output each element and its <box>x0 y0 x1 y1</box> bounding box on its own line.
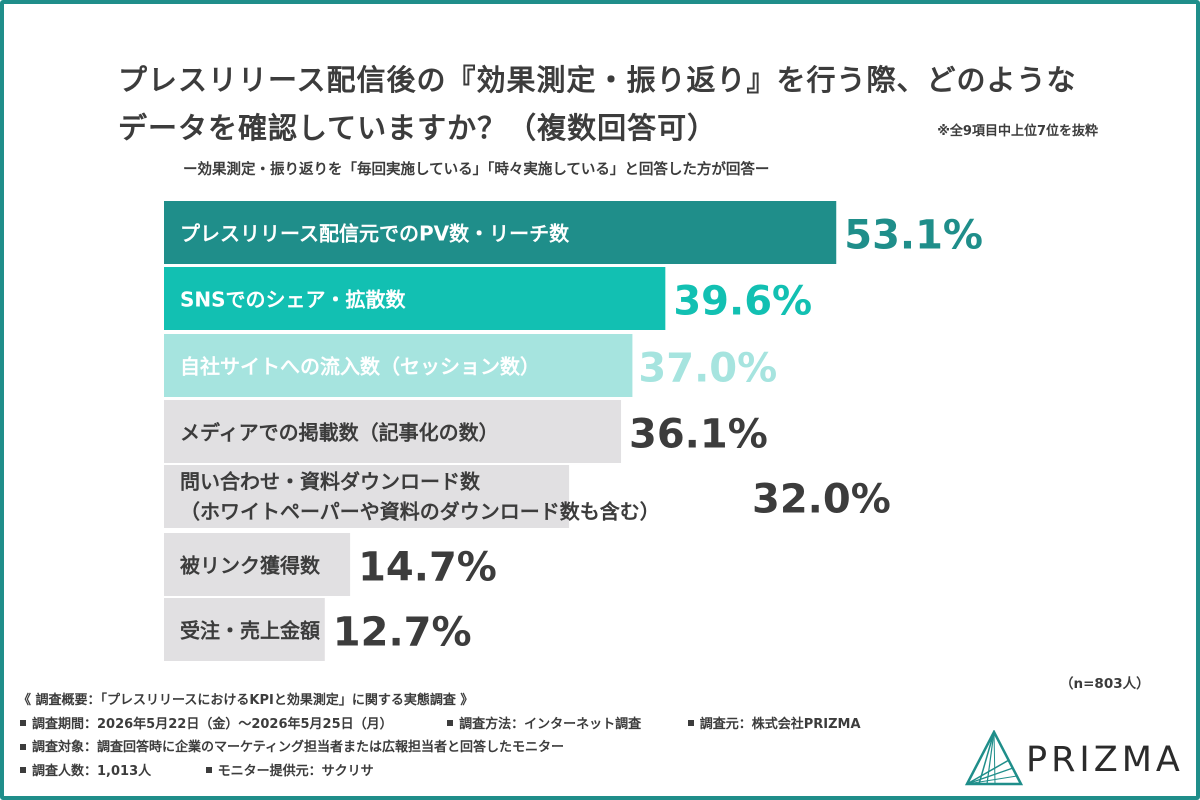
bar-category-label: 自社サイトへの流入数（セッション数） <box>180 355 540 379</box>
bar-value-label: 53.1% <box>844 213 983 259</box>
survey-count: 調査人数：1,013人 <box>32 763 152 779</box>
bar-value-label: 36.1% <box>629 412 768 458</box>
bar-value-label: 14.7% <box>358 545 497 591</box>
chart-title: プレスリリース配信後の『効果測定・振り返り』を行う際、どのような データを確認し… <box>118 56 1118 152</box>
bar-value-label: 32.0% <box>752 477 891 523</box>
survey-source: 調査元：株式会社PRIZMA <box>699 716 861 732</box>
bar <box>164 267 666 330</box>
bullet-icon <box>20 743 26 750</box>
survey-overview: 《 調査概要：「プレスリリースにおけるKPIと効果測定」に関する実態調査 》 <box>18 693 474 708</box>
bullet-icon <box>20 720 26 726</box>
bar-group: 被リンク獲得数 14.7% <box>164 533 497 596</box>
survey-summary: 《 調査概要：「プレスリリースにおけるKPIと効果測定」に関する実態調査 》 調… <box>18 689 861 783</box>
bar <box>164 465 570 528</box>
prizma-prism-icon <box>965 730 1023 786</box>
bar-value-label: 12.7% <box>333 610 472 656</box>
bullet-icon <box>20 767 26 773</box>
bar-group: プレスリリース配信元でのPV数・リーチ数 53.1% <box>164 201 983 264</box>
survey-provider: モニター提供元：サクリサ <box>217 763 374 779</box>
bar-category-label: 受注・売上金額 <box>180 619 320 643</box>
bar <box>164 201 837 264</box>
bar-value-label: 37.0% <box>638 346 777 392</box>
bar-category-label: プレスリリース配信元でのPV数・リーチ数 <box>180 222 570 246</box>
bar-group: メディアでの掲載数（記事化の数） 36.1% <box>164 400 768 463</box>
bullet-icon <box>447 720 454 726</box>
chart-subtitle: ー効果測定・振り返りを「毎回実施している」「時々実施している」と回答した方が回答… <box>183 162 770 178</box>
bar-category-label: 被リンク獲得数 <box>180 554 321 578</box>
sample-size: （n=803人） <box>1060 676 1150 692</box>
bar <box>164 598 325 661</box>
bar-group: 受注・売上金額 12.7% <box>164 598 472 661</box>
bullet-icon <box>687 720 694 726</box>
prizma-logo-text: PRIZMA <box>1026 740 1184 780</box>
bar-value-label: 39.6% <box>673 279 812 325</box>
bar <box>164 400 622 463</box>
bar <box>164 533 351 596</box>
survey-method: 調査方法：インターネット調査 <box>459 716 642 732</box>
bar-group: 自社サイトへの流入数（セッション数） 37.0% <box>164 334 777 397</box>
survey-target: 調査対象：調査回答時に企業のマーケティング担当者または広報担当者と回答したモニタ… <box>32 740 564 755</box>
bar <box>164 334 633 397</box>
bullet-icon <box>205 767 212 773</box>
chart-title-line2: データを確認していますか？（複数回答可） <box>118 111 718 145</box>
bar-category-label: メディアでの掲載数（記事化の数） <box>180 421 499 445</box>
chart-title-line1: プレスリリース配信後の『効果測定・振り返り』を行う際、どのような <box>118 63 1077 97</box>
survey-period: 調査期間：2026年5月22日（金）〜2026年5月25日（月） <box>32 716 393 732</box>
bar-category-label: 問い合わせ・資料ダウンロード数 <box>180 470 481 494</box>
bar-category-label: （ホワイトペーパーや資料のダウンロード数も含む） <box>180 500 660 524</box>
bar-category-label: SNSでのシェア・拡散数 <box>180 288 407 312</box>
excerpt-note: ※全9項目中上位7位を抜粋 <box>937 124 1098 139</box>
bar-group: 問い合わせ・資料ダウンロード数 （ホワイトペーパーや資料のダウンロード数も含む） 3… <box>164 465 891 528</box>
bar-group: SNSでのシェア・拡散数 39.6% <box>164 267 812 330</box>
